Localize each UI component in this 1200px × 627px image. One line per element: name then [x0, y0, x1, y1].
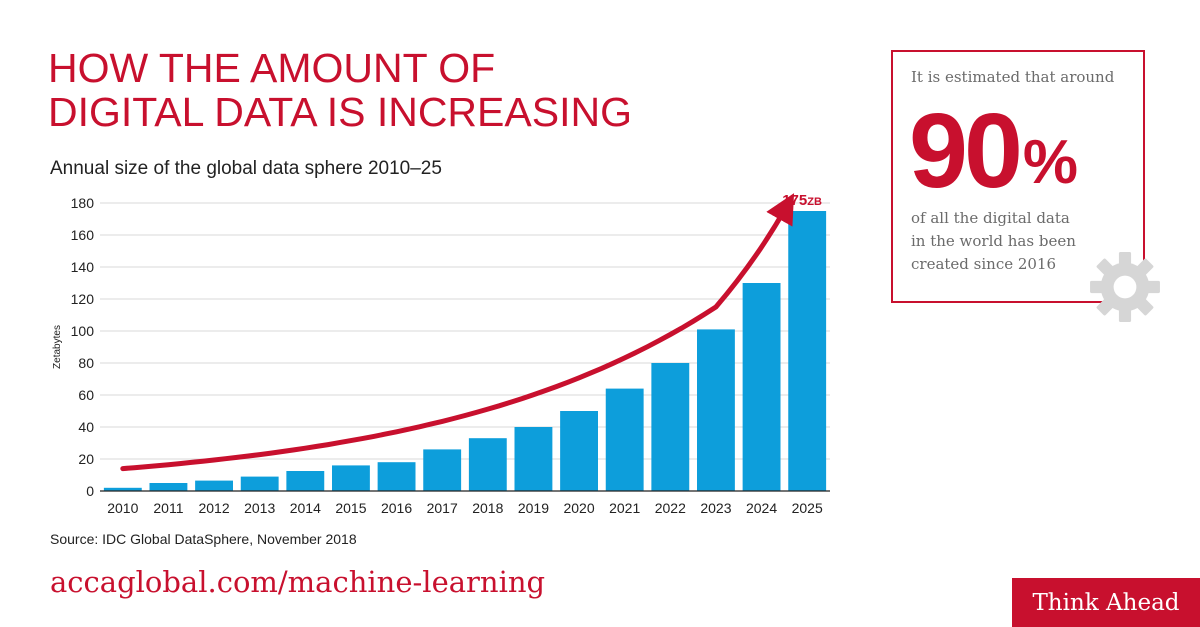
y-tick-label: 140 — [71, 259, 95, 275]
y-tick-label: 20 — [78, 451, 94, 467]
source-note: Source: IDC Global DataSphere, November … — [50, 531, 357, 547]
bar-2025 — [788, 211, 827, 491]
x-tick-label: 2020 — [563, 500, 594, 516]
callout-number: 90 — [909, 92, 1023, 210]
statistic-callout: It is estimated that around 90% of all t… — [891, 50, 1145, 303]
x-tick-label: 2010 — [107, 500, 138, 516]
x-tick-label: 2012 — [198, 500, 229, 516]
callout-big-number: 90% — [909, 96, 1078, 218]
callout-text: of all the digital data in the world has… — [911, 207, 1131, 276]
bar-2018 — [468, 438, 507, 491]
y-tick-label: 100 — [71, 323, 95, 339]
x-tick-label: 2019 — [518, 500, 549, 516]
y-tick-label: 120 — [71, 291, 95, 307]
y-tick-label: 0 — [86, 483, 94, 499]
bar-2020 — [560, 411, 598, 491]
x-tick-label: 2024 — [746, 500, 777, 516]
y-tick-label: 60 — [78, 387, 94, 403]
callout-lead: It is estimated that around — [911, 68, 1115, 86]
bar-2019 — [514, 427, 553, 491]
bar-2010 — [103, 487, 142, 491]
x-tick-label: 2022 — [655, 500, 686, 516]
gear-icon — [1090, 252, 1160, 322]
bar-2013 — [240, 476, 279, 491]
title-line-1: HOW THE AMOUNT OF — [48, 45, 496, 91]
y-tick-label: 80 — [78, 355, 94, 371]
x-tick-label: 2016 — [381, 500, 412, 516]
bar-2011 — [149, 483, 188, 491]
think-ahead-badge: Think Ahead — [1012, 578, 1200, 627]
callout-text-line-1: of all the digital data — [911, 209, 1070, 227]
chart-subtitle: Annual size of the global data sphere 20… — [50, 158, 442, 179]
x-tick-label: 2023 — [700, 500, 731, 516]
x-tick-label: 2021 — [609, 500, 640, 516]
bar-2021 — [605, 388, 644, 491]
bar-2012 — [195, 480, 233, 491]
data-sphere-chart: 0 20 40 60 80 100 120 140 160 180 Zetabytes 2010 201… — [52, 192, 830, 516]
x-tick-label: 2025 — [792, 500, 823, 516]
x-tick-label: 2013 — [244, 500, 275, 516]
callout-percent: % — [1022, 128, 1079, 197]
bar-2023 — [697, 329, 735, 491]
total-annotation-unit: ZB — [807, 196, 822, 208]
title-line-2: DIGITAL DATA IS INCREASING — [48, 89, 632, 135]
bar-2016 — [377, 462, 416, 491]
x-tick-label: 2011 — [153, 500, 183, 516]
website-link[interactable]: accaglobal.com/machine-learning — [50, 565, 546, 599]
bar-2014 — [286, 471, 325, 491]
bar-2017 — [423, 449, 462, 491]
x-tick-label: 2017 — [427, 500, 458, 516]
x-tick-label: 2015 — [335, 500, 366, 516]
bar-2024 — [742, 283, 781, 491]
bar-2015 — [332, 465, 370, 491]
x-tick-label: 2014 — [290, 500, 321, 516]
x-tick-label: 2018 — [472, 500, 503, 516]
y-tick-label: 40 — [78, 419, 94, 435]
page-title: HOW THE AMOUNT OF DIGITAL DATA IS INCREA… — [48, 46, 708, 134]
y-tick-label: 160 — [71, 227, 95, 243]
y-tick-label: 180 — [71, 195, 95, 211]
total-annotation: 175ZB — [782, 192, 822, 209]
total-annotation-value: 175 — [782, 192, 807, 209]
y-axis-label: Zetabytes — [52, 325, 63, 369]
callout-text-line-2: in the world has been — [911, 232, 1076, 250]
bar-2022 — [651, 363, 690, 491]
trend-arrow — [120, 193, 795, 472]
callout-text-line-3: created since 2016 — [911, 255, 1057, 273]
